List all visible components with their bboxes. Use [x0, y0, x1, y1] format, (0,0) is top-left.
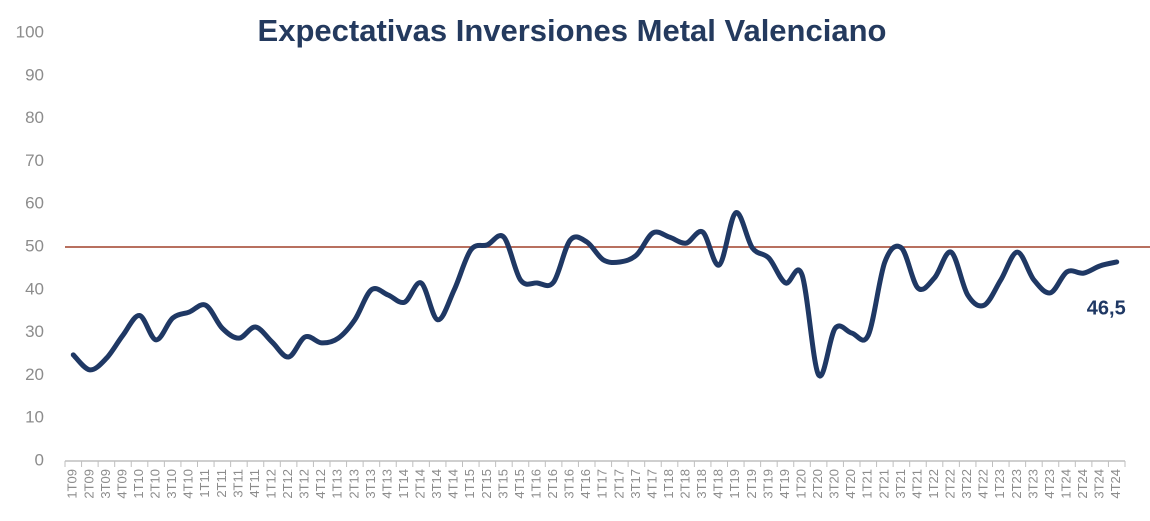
data-label: 46,5 — [1087, 297, 1126, 319]
x-tick-label: 3T11 — [230, 469, 245, 498]
x-tick-label: 2T11 — [214, 469, 229, 498]
y-tick-label: 100 — [16, 22, 44, 41]
x-tick-label: 2T13 — [346, 469, 361, 499]
x-tick-label: 1T10 — [131, 469, 146, 499]
x-tick-label: 2T12 — [280, 469, 295, 499]
x-tick-label: 4T15 — [512, 469, 527, 499]
y-tick-label: 90 — [25, 65, 44, 84]
x-tick-label: 2T10 — [148, 469, 163, 499]
y-tick-label: 10 — [25, 408, 44, 427]
x-tick-label: 4T13 — [379, 469, 394, 499]
x-tick-label: 1T21 — [860, 469, 875, 499]
x-tick-label: 2T15 — [479, 469, 494, 499]
x-tick-label: 2T23 — [1009, 469, 1024, 499]
y-tick-label: 60 — [25, 194, 44, 213]
x-tick-label: 4T19 — [777, 469, 792, 499]
x-tick-label: 3T13 — [363, 469, 378, 499]
x-tick-label: 3T14 — [429, 469, 444, 499]
x-tick-label: 1T16 — [528, 469, 543, 499]
x-tick-label: 3T17 — [628, 469, 643, 499]
x-tick-label: 2T19 — [744, 469, 759, 499]
x-tick-label: 2T09 — [81, 469, 96, 499]
x-tick-label: 3T22 — [959, 469, 974, 499]
y-tick-label: 20 — [25, 365, 44, 384]
x-tick-label: 3T16 — [562, 469, 577, 499]
x-tick-label: 1T09 — [65, 469, 80, 499]
x-tick-label: 4T16 — [578, 469, 593, 499]
x-tick-label: 1T22 — [926, 469, 941, 499]
x-tick-label: 1T19 — [727, 469, 742, 499]
y-tick-label: 0 — [35, 450, 44, 469]
x-tick-label: 4T18 — [711, 469, 726, 499]
x-tick-label: 4T10 — [181, 469, 196, 499]
x-tick-label: 3T09 — [98, 469, 113, 499]
x-tick-label: 3T18 — [694, 469, 709, 499]
x-tick-label: 2T21 — [876, 469, 891, 499]
x-tick-label: 1T18 — [661, 469, 676, 499]
x-tick-label: 4T09 — [114, 469, 129, 499]
x-tick-label: 3T15 — [495, 469, 510, 499]
x-tick-label: 4T23 — [1042, 469, 1057, 499]
x-tick-label: 2T22 — [943, 469, 958, 499]
x-tick-label: 2T16 — [545, 469, 560, 499]
x-tick-label: 3T10 — [164, 469, 179, 499]
y-tick-label: 70 — [25, 151, 44, 170]
x-tick-label: 4T12 — [313, 469, 328, 499]
x-tick-label: 4T14 — [446, 469, 461, 499]
x-tick-label: 2T17 — [611, 469, 626, 499]
x-tick-label: 2T20 — [810, 469, 825, 499]
y-tick-label: 80 — [25, 108, 44, 127]
x-tick-label: 2T14 — [413, 469, 428, 499]
chart-title: Expectativas Inversiones Metal Valencian… — [258, 13, 887, 48]
y-tick-label: 30 — [25, 322, 44, 341]
x-tick-label: 1T11 — [197, 469, 212, 498]
x-tick-label: 2T24 — [1075, 469, 1090, 499]
data-line — [70, 210, 1120, 379]
x-tick-label: 1T13 — [330, 469, 345, 499]
x-tick-label: 2T18 — [678, 469, 693, 499]
x-tick-label: 3T21 — [893, 469, 908, 499]
y-tick-label: 40 — [25, 279, 44, 298]
x-tick-label: 3T12 — [297, 469, 312, 499]
x-tick-label: 4T20 — [843, 469, 858, 499]
x-tick-label: 3T24 — [1092, 469, 1107, 499]
x-tick-label: 1T14 — [396, 469, 411, 499]
x-tick-label: 4T17 — [644, 469, 659, 499]
y-tick-label: 50 — [25, 236, 44, 255]
x-tick-label: 1T23 — [992, 469, 1007, 499]
x-tick-label: 3T19 — [760, 469, 775, 499]
x-tick-label: 1T20 — [793, 469, 808, 499]
x-tick-label: 1T15 — [462, 469, 477, 499]
x-tick-label: 3T23 — [1025, 469, 1040, 499]
x-tick-label: 4T21 — [909, 469, 924, 499]
x-tick-label: 4T24 — [1108, 469, 1123, 499]
x-tick-label: 3T20 — [827, 469, 842, 499]
x-tick-label: 1T24 — [1058, 469, 1073, 499]
x-tick-label: 4T11 — [247, 469, 262, 498]
x-tick-label: 4T22 — [976, 469, 991, 499]
x-tick-label: 1T17 — [595, 469, 610, 499]
x-tick-label: 1T12 — [263, 469, 278, 499]
